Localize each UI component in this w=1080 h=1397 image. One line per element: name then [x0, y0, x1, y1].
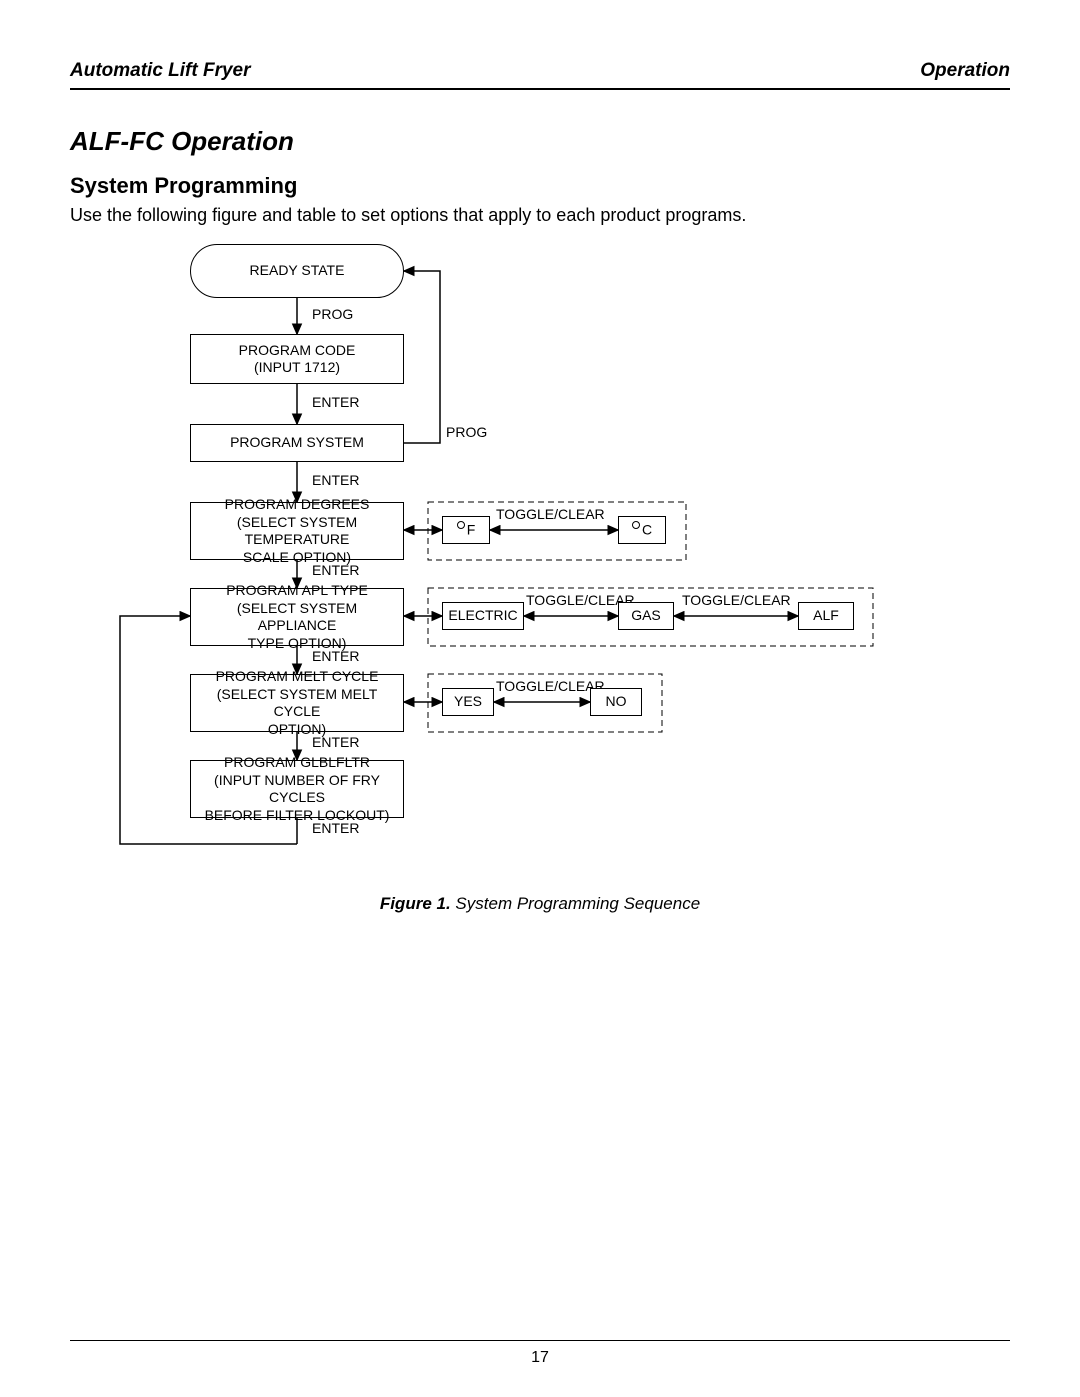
node-gas: GAS	[618, 602, 674, 630]
footer-rule	[70, 1340, 1010, 1341]
node-yes: YES	[442, 688, 494, 716]
node-no: NO	[590, 688, 642, 716]
node-melt: PROGRAM MELT CYCLE(SELECT SYSTEM MELT CY…	[190, 674, 404, 732]
node-degC: C	[618, 516, 666, 544]
header-left: Automatic Lift Fryer	[70, 60, 251, 82]
node-ready: READY STATE	[190, 244, 404, 298]
intro-text: Use the following figure and table to se…	[70, 205, 1010, 226]
node-alf: ALF	[798, 602, 854, 630]
node-code: PROGRAM CODE(INPUT 1712)	[190, 334, 404, 384]
section-title: System Programming	[70, 173, 1010, 199]
figure-label: Figure 1.	[380, 894, 451, 913]
header-right: Operation	[920, 60, 1010, 82]
node-degF: F	[442, 516, 490, 544]
node-system: PROGRAM SYSTEM	[190, 424, 404, 462]
page-title: ALF-FC Operation	[70, 126, 1010, 157]
node-degrees: PROGRAM DEGREES(SELECT SYSTEM TEMPERATUR…	[190, 502, 404, 560]
flowchart-diagram: PROGENTERENTERENTERENTERENTERENTERTOGGLE…	[90, 244, 910, 884]
node-electric: ELECTRIC	[442, 602, 524, 630]
node-apl: PROGRAM APL TYPE(SELECT SYSTEM APPLIANCE…	[190, 588, 404, 646]
prog-label: PROG	[446, 424, 487, 440]
figure-caption: Figure 1. System Programming Sequence	[70, 894, 1010, 914]
page-number: 17	[0, 1349, 1080, 1367]
node-glbl: PROGRAM GLBLFLTR(INPUT NUMBER OF FRY CYC…	[190, 760, 404, 818]
header-rule	[70, 88, 1010, 90]
figure-title: System Programming Sequence	[455, 894, 700, 913]
